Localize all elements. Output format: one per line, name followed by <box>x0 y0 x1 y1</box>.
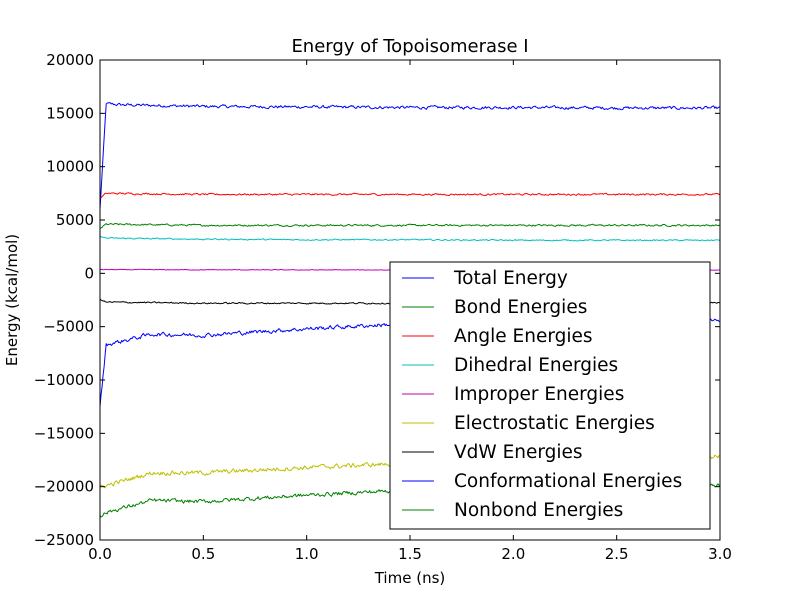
y-tick-label: 5000 <box>56 211 94 229</box>
legend-entry-label: Improper Energies <box>454 384 624 405</box>
y-tick-label: 0 <box>84 264 94 282</box>
y-tick-label: 10000 <box>46 158 94 176</box>
y-tick-label: −20000 <box>34 478 94 496</box>
y-tick-label: 20000 <box>46 51 94 69</box>
legend-entry-label: Bond Energies <box>454 297 587 318</box>
x-tick-label: 2.5 <box>605 545 629 563</box>
y-tick-label: −5000 <box>43 318 94 336</box>
tick-layer: 0.0 0.5 1.0 1.5 2.0 2.5 3.0 −25000 −20000 −15000 −… <box>34 51 732 563</box>
x-tick-label: 2.0 <box>501 545 525 563</box>
x-tick-label: 0.0 <box>88 545 112 563</box>
y-tick-label: −15000 <box>34 424 94 442</box>
y-tick-label: −10000 <box>34 371 94 389</box>
series-line-dihedral-energies <box>99 235 721 242</box>
legend-entry-label: Total Energy <box>453 268 568 289</box>
legend-entry-label: Conformational Energies <box>454 471 682 492</box>
x-axis-label: Time (ns) <box>374 569 446 587</box>
y-axis-label: Energy (kcal/mol) <box>3 234 21 366</box>
series-line-total-energy <box>99 102 721 210</box>
x-tick-label: 0.5 <box>191 545 215 563</box>
legend-box <box>389 261 711 530</box>
legend-entry-label: Dihedral Energies <box>454 355 618 376</box>
series-line-angle-energies <box>99 192 721 200</box>
legend-entry-label: Nonbond Energies <box>454 500 623 521</box>
x-tick-label: 3.0 <box>708 545 732 563</box>
y-tick-label: −25000 <box>34 531 94 549</box>
x-tick-label: 1.5 <box>398 545 422 563</box>
chart-title: Energy of Topoisomerase I <box>291 36 528 57</box>
y-tick-label: 15000 <box>46 104 94 122</box>
x-tick-label: 1.0 <box>295 545 319 563</box>
legend-entry-label: Angle Energies <box>454 326 593 347</box>
legend-entry-label: VdW Energies <box>454 442 583 463</box>
legend-entry-label: Electrostatic Energies <box>454 413 655 434</box>
series-line-bond-energies <box>99 222 721 229</box>
legend: Total Energy Bond Energies Angle Energies D… <box>389 261 711 530</box>
